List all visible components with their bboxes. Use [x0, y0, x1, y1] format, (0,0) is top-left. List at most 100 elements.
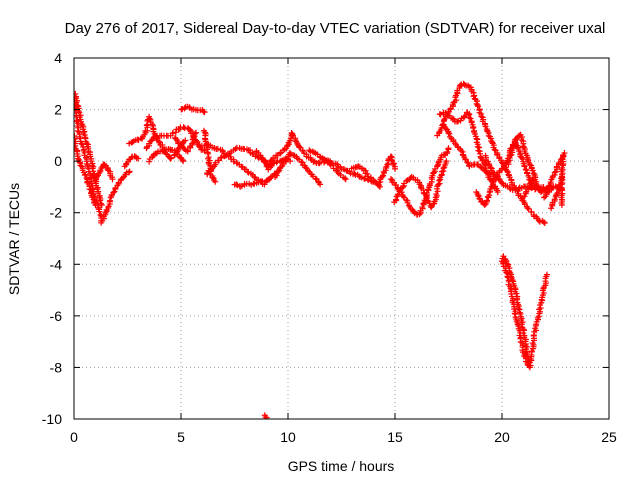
data-point [214, 145, 221, 152]
data-point [551, 169, 558, 176]
data-point [506, 184, 513, 191]
data-point [146, 115, 153, 122]
data-point [312, 175, 319, 182]
data-point [74, 90, 79, 97]
data-point [135, 155, 142, 162]
x-tick-label: 15 [387, 429, 403, 445]
data-point [286, 137, 293, 144]
data-point [317, 181, 324, 188]
data-point [286, 149, 293, 156]
grid-lines [74, 58, 609, 419]
data-point [146, 158, 153, 165]
data-point [495, 175, 502, 182]
data-point [488, 183, 495, 190]
data-point [125, 169, 132, 176]
data-point [546, 189, 553, 196]
data-point [284, 142, 291, 149]
x-tick-label: 25 [601, 429, 617, 445]
data-point [81, 172, 88, 179]
data-point [96, 208, 103, 215]
data-point [342, 176, 349, 183]
data-point [169, 129, 176, 136]
data-point [110, 189, 117, 196]
data-point [513, 296, 520, 303]
data-point [507, 152, 514, 159]
y-tick-label: -2 [50, 205, 63, 221]
data-point [182, 137, 189, 144]
data-point [262, 414, 269, 419]
data-point [513, 290, 520, 297]
data-point [522, 189, 529, 196]
data-point [516, 309, 523, 316]
data-point [78, 140, 85, 147]
data-point [558, 173, 565, 180]
y-tick-label: -8 [50, 359, 63, 375]
data-point [443, 158, 450, 165]
data-point [416, 211, 423, 218]
data-point [503, 269, 510, 276]
data-point [93, 173, 100, 180]
data-point [390, 160, 397, 167]
data-point [244, 168, 251, 175]
x-axis-label: GPS time / hours [288, 458, 395, 474]
data-point [180, 124, 187, 131]
data-point [543, 271, 550, 278]
plot-frame [73, 57, 610, 420]
data-point [558, 201, 565, 208]
data-point [382, 165, 389, 172]
data-point [540, 219, 547, 226]
data-point [440, 165, 447, 172]
data-point [86, 186, 93, 193]
data-point [464, 159, 471, 166]
data-point [475, 147, 482, 154]
axis-ticks: 0 5 10 15 20 25 -10 -8 -6 -4 -2 0 2 4 [42, 50, 617, 445]
data-point [524, 205, 531, 212]
data-point [423, 193, 430, 200]
data-point [470, 125, 477, 132]
data-point [504, 273, 511, 280]
data-point [445, 145, 452, 152]
data-point [92, 201, 99, 208]
data-point [487, 164, 494, 171]
data-point [74, 155, 81, 162]
data-point [143, 122, 150, 129]
data-point [445, 129, 452, 136]
data-point [511, 310, 518, 317]
data-point [273, 159, 280, 166]
y-tick-label: 4 [54, 50, 62, 66]
data-point [399, 184, 406, 191]
data-point [219, 147, 226, 154]
data-point [395, 191, 402, 198]
data-point [341, 175, 348, 182]
data-point [420, 189, 427, 196]
data-point [400, 193, 407, 200]
data-point [504, 167, 511, 174]
data-point [129, 138, 136, 145]
data-point [494, 189, 501, 196]
x-tick-label: 20 [494, 429, 510, 445]
data-point [168, 154, 175, 161]
data-point [436, 177, 443, 184]
x-tick-label: 5 [177, 429, 185, 445]
data-point [98, 200, 105, 207]
data-point [430, 169, 437, 176]
data-point [306, 147, 313, 154]
data-point [526, 183, 533, 190]
data-point [126, 168, 133, 175]
x-tick-label: 10 [280, 429, 296, 445]
data-point [420, 200, 427, 207]
data-point [392, 165, 398, 172]
data-point [457, 82, 464, 89]
data-point [552, 168, 559, 175]
data-point [97, 197, 104, 204]
data-point [74, 142, 79, 149]
data-point [153, 133, 160, 140]
data-point [191, 130, 198, 137]
data-point [454, 118, 461, 125]
data-point [186, 126, 193, 133]
data-point [74, 102, 81, 109]
data-point [218, 154, 225, 161]
data-point [202, 138, 209, 145]
data-point [435, 181, 442, 188]
data-point [298, 158, 305, 165]
